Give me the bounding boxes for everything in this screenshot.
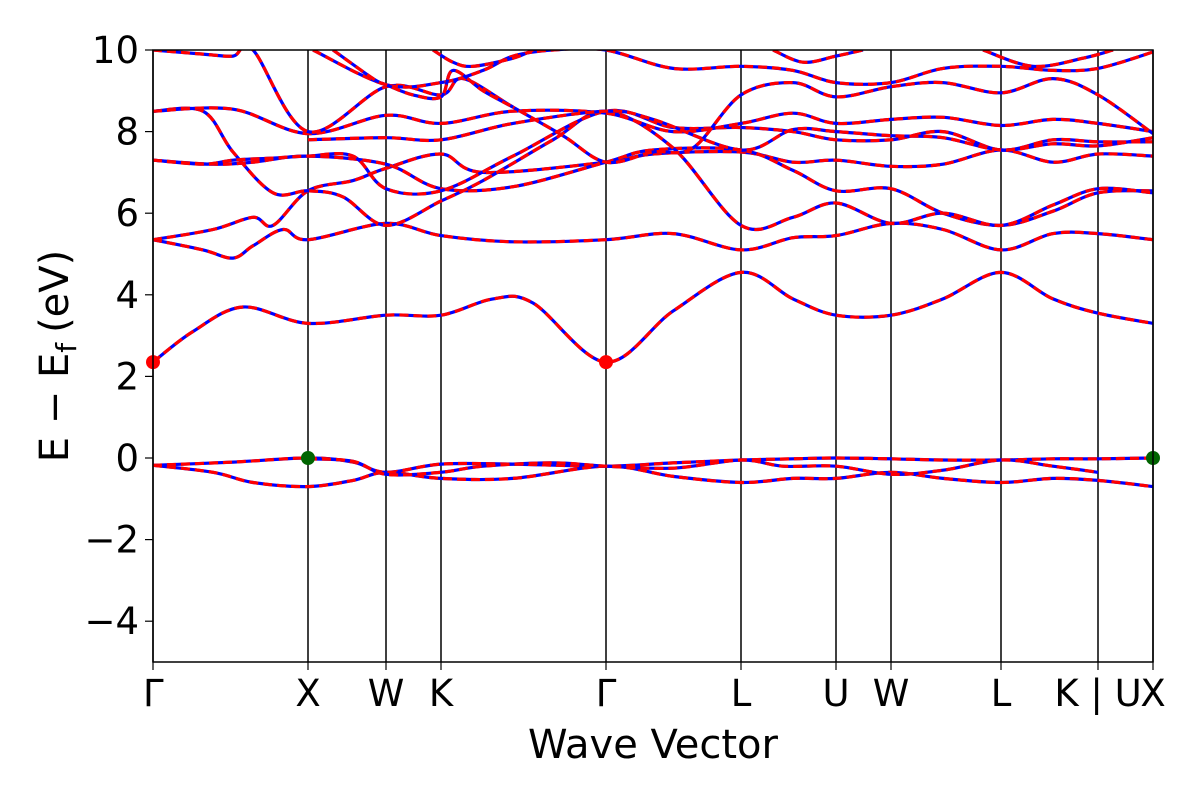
band-line-red-6: [153, 146, 1153, 228]
cbm-marker: [599, 355, 613, 370]
high-symmetry-lines: [152, 50, 1154, 662]
y-tick-label: 4: [115, 274, 139, 317]
x-tick-label: Γ: [596, 672, 617, 715]
band-line-blue-10: [307, 109, 1153, 152]
x-tick-label: L: [991, 672, 1012, 715]
y-axis-ticks: −4 −2 0 2 4 6 8 10: [84, 29, 153, 643]
band-lines: [153, 50, 1153, 489]
band-edge-markers: [146, 355, 1160, 465]
y-tick-label: 2: [115, 355, 139, 398]
y-tick-label: 6: [115, 192, 139, 235]
band-line-red-11: [153, 50, 1153, 165]
band-line-red-4: [153, 221, 1153, 260]
y-axis-label-subscript: f: [50, 342, 83, 353]
y-tick-label: 0: [115, 437, 139, 480]
band-line-red-3: [153, 270, 1153, 364]
band-line-red-9: [153, 106, 1153, 136]
y-axis-label: E − Ef (eV): [32, 250, 83, 463]
x-axis-label: Wave Vector: [528, 722, 779, 768]
x-tick-label: K | U: [1054, 672, 1141, 715]
band-line-blue-4: [153, 221, 1153, 260]
y-tick-label: −4: [84, 600, 139, 643]
x-tick-label: K: [429, 672, 455, 715]
y-axis-label-unit: (eV): [32, 250, 78, 333]
band-line-red-15: [772, 50, 864, 64]
band-line-red-13: [332, 50, 514, 109]
x-tick-label: Γ: [143, 672, 164, 715]
band-line-blue-6: [153, 146, 1153, 228]
x-tick-label: X: [1140, 672, 1165, 715]
band-line-red-0: [153, 456, 1153, 474]
plot-frame: [152, 49, 1154, 663]
band-line-red-10: [307, 109, 1153, 152]
band-line-red-1: [153, 463, 1153, 489]
band-line-red-14: [432, 50, 534, 69]
y-tick-label: 8: [115, 111, 139, 154]
x-tick-label: W: [368, 672, 405, 715]
x-tick-label: W: [873, 672, 910, 715]
y-tick-label: −2: [84, 519, 139, 562]
y-tick-label: 10: [92, 29, 139, 72]
x-tick-label: U: [822, 672, 849, 715]
x-tick-label: L: [731, 672, 752, 715]
x-tick-label: X: [295, 672, 320, 715]
band-line-red-2: [307, 457, 1099, 477]
vbm-marker: [301, 451, 315, 465]
y-axis-label-main: E − E: [32, 353, 78, 463]
band-line-blue-3: [153, 270, 1153, 364]
band-line-blue-16: [982, 50, 1114, 69]
